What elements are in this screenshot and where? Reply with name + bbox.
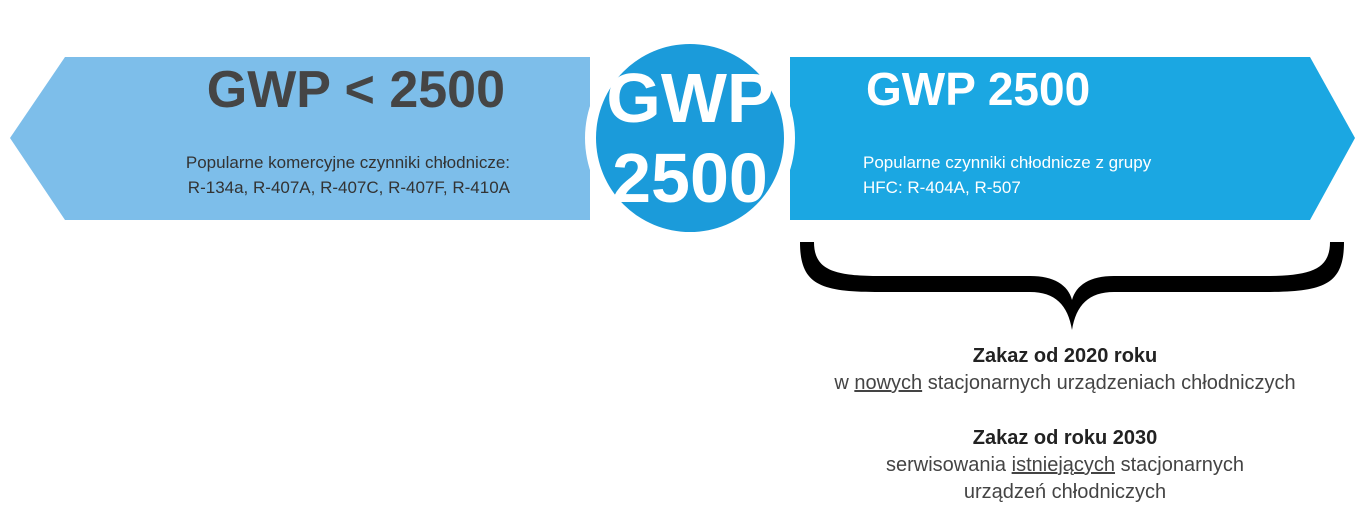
text: stacjonarnych urządzeniach chłodniczych: [927, 372, 1296, 394]
brace: [800, 242, 1344, 330]
line: 2500: [612, 139, 768, 217]
line: HFC: R-404A, R-507: [863, 178, 1021, 197]
ban-title: Zakaz od roku 2030: [972, 427, 1158, 449]
line: Popularne czynniki chłodnicze z grupy: [863, 153, 1152, 172]
ban: Zakaz od roku 2030 serwisowania istnieją…: [760, 425, 1362, 506]
text: stacjonarnych: [1120, 454, 1244, 476]
line: R-134a, R-407A, R-407C, R-407F, R-410A: [187, 178, 510, 197]
right-text: Popularne czynniki chłodnicze z grupy HFC…: [863, 150, 1151, 200]
line: GWP: [606, 59, 774, 137]
line: Popularne komercyjne czynniki chłodnicze…: [185, 153, 510, 172]
center-text: GWP 2500: [590, 58, 790, 218]
left-arrow: [10, 57, 590, 220]
center-circle: [596, 44, 784, 232]
left-title: GWP < 2500: [206, 61, 505, 119]
ban: Zakaz od 2020 roku w nowych stacjonarnyc…: [760, 343, 1362, 397]
text: w: [834, 372, 849, 394]
underlined: istniejących: [1011, 454, 1116, 476]
text: urządzeń chłodniczych: [963, 481, 1167, 503]
right-arrow: [790, 57, 1355, 220]
right-title: GWP 2500: [866, 63, 1091, 115]
text: serwisowania: [886, 454, 1007, 476]
underlined: nowych: [854, 372, 923, 394]
left-text: Popularne komercyjne czynniki chłodnicze…: [186, 150, 510, 200]
ban-title: Zakaz od 2020 roku: [972, 345, 1158, 367]
